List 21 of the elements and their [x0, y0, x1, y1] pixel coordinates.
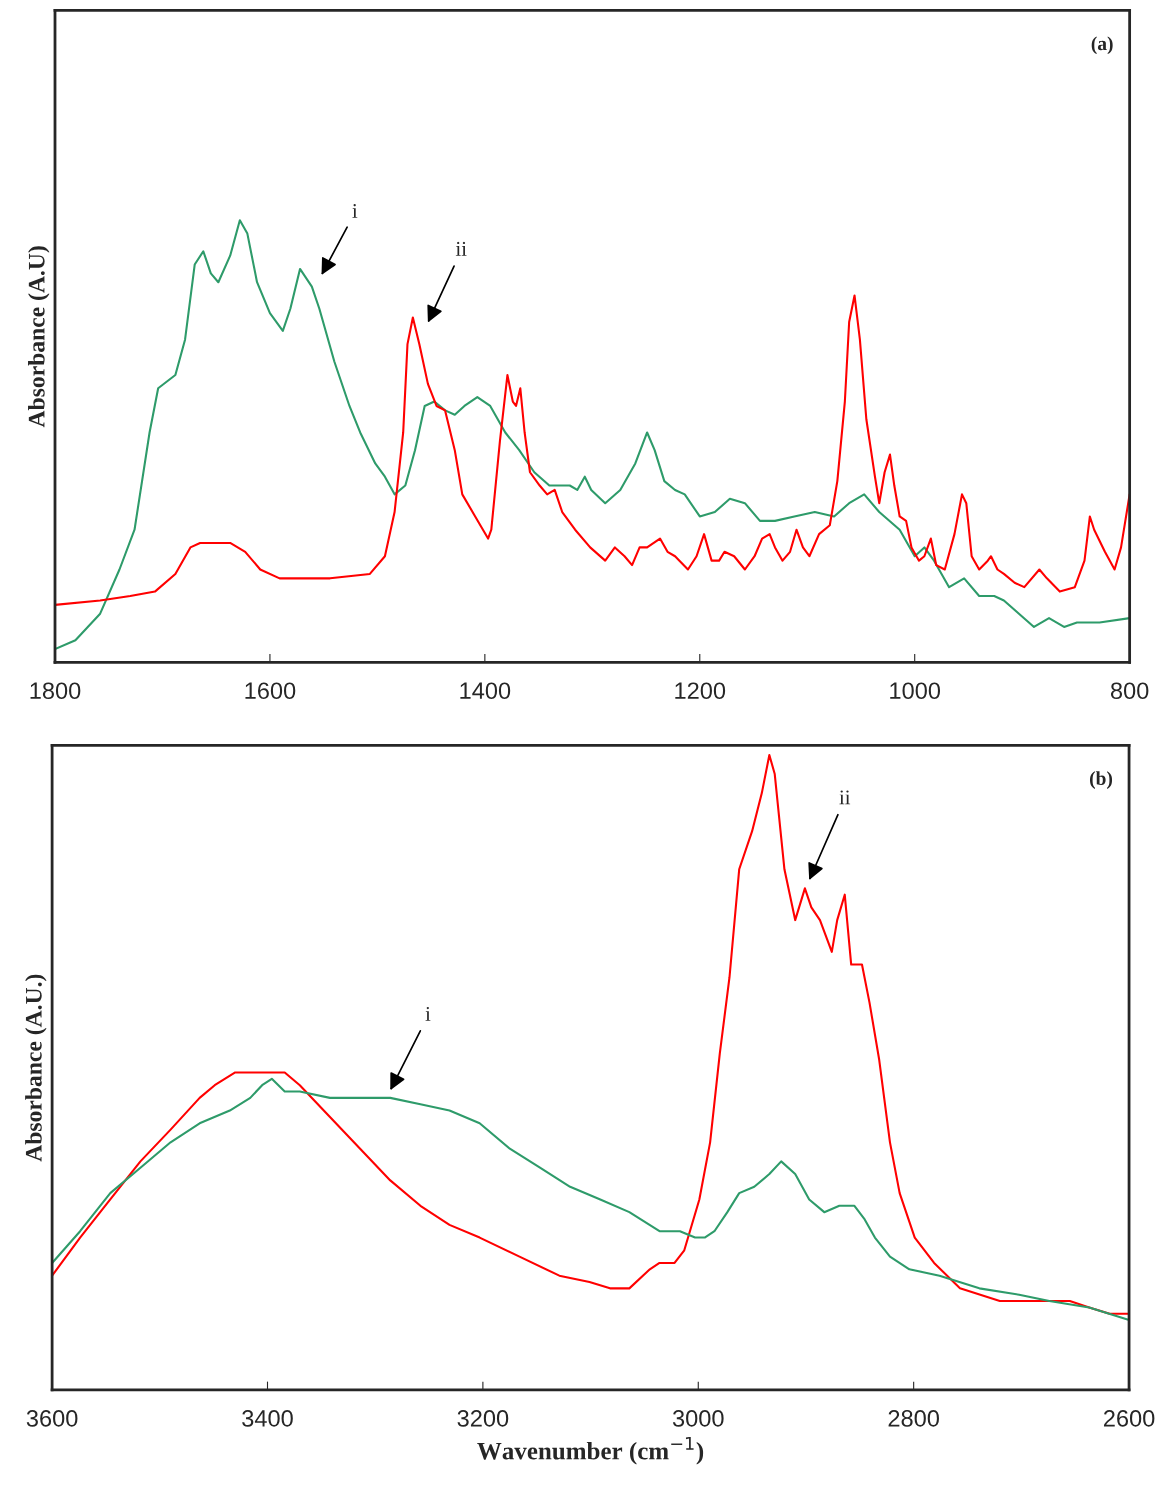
annotation: ii: [455, 241, 467, 256]
x-tick-label: 3600: [26, 1410, 78, 1427]
annotation: (b): [1089, 771, 1113, 789]
x-axis-title: Wavenumber (cm$^{−1}$): [477, 1436, 704, 1465]
x-tick-label: 2800: [888, 1410, 939, 1427]
text: i: [352, 204, 358, 218]
x-tick-label: 3400: [242, 1410, 293, 1427]
y-axis-title: Absorbance (A.U): [28, 246, 50, 428]
x-tick-label: 2600: [1103, 1410, 1155, 1427]
x-tick-label: 1000: [890, 682, 941, 700]
annotation: i: [425, 1006, 431, 1021]
x-tick-label: 3200: [457, 1410, 509, 1427]
x-tick-label: 3000: [672, 1410, 724, 1427]
x-tick-label: 800: [1110, 682, 1149, 700]
y-axis-title: Absorbance (A.U.): [25, 974, 47, 1162]
x-tick-label: 1600: [245, 682, 296, 700]
x-tick-label: 1200: [675, 682, 726, 700]
x-tick-label: 1800: [30, 682, 81, 700]
x-tick-label: 1400: [460, 682, 511, 700]
annotation: ii: [839, 790, 851, 805]
text: (a): [1091, 36, 1113, 55]
